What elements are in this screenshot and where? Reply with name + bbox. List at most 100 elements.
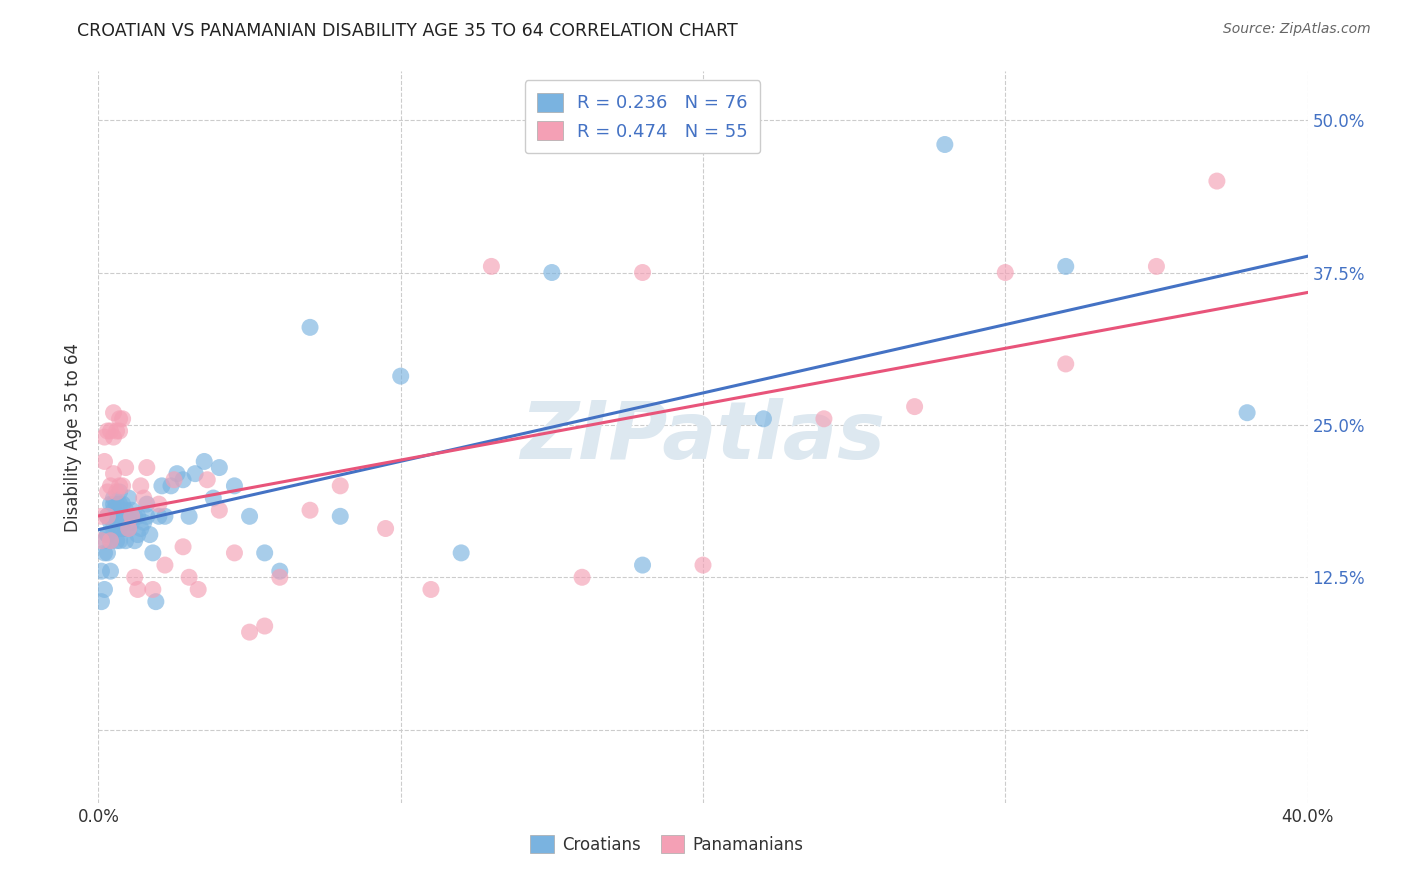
- Point: [114, 533, 136, 548]
- Point: [450, 546, 472, 560]
- Point: [224, 479, 246, 493]
- Point: [135, 497, 157, 511]
- Point: [121, 509, 143, 524]
- Point: [299, 503, 322, 517]
- Point: [571, 570, 593, 584]
- Point: [100, 424, 122, 438]
- Point: [172, 540, 194, 554]
- Point: [934, 137, 956, 152]
- Point: [150, 479, 173, 493]
- Point: [389, 369, 412, 384]
- Point: [90, 533, 112, 548]
- Point: [129, 479, 152, 493]
- Point: [179, 570, 201, 584]
- Point: [118, 521, 141, 535]
- Point: [103, 430, 125, 444]
- Point: [631, 266, 654, 280]
- Point: [124, 533, 146, 548]
- Point: [994, 266, 1017, 280]
- Point: [108, 533, 131, 548]
- Point: [90, 564, 112, 578]
- Text: Source: ZipAtlas.com: Source: ZipAtlas.com: [1223, 22, 1371, 37]
- Point: [208, 460, 231, 475]
- Point: [239, 625, 262, 640]
- Point: [96, 424, 118, 438]
- Point: [142, 582, 165, 597]
- Point: [1054, 260, 1077, 274]
- Point: [93, 582, 115, 597]
- Point: [93, 454, 115, 468]
- Point: [111, 479, 134, 493]
- Point: [118, 521, 141, 535]
- Text: CROATIAN VS PANAMANIAN DISABILITY AGE 35 TO 64 CORRELATION CHART: CROATIAN VS PANAMANIAN DISABILITY AGE 35…: [77, 22, 738, 40]
- Point: [1054, 357, 1077, 371]
- Point: [163, 473, 186, 487]
- Point: [96, 509, 118, 524]
- Point: [193, 454, 215, 468]
- Point: [148, 497, 170, 511]
- Point: [692, 558, 714, 573]
- Point: [135, 460, 157, 475]
- Point: [124, 570, 146, 584]
- Point: [145, 594, 167, 608]
- Point: [299, 320, 322, 334]
- Point: [100, 516, 122, 530]
- Point: [195, 473, 218, 487]
- Point: [105, 509, 128, 524]
- Point: [253, 619, 276, 633]
- Point: [103, 467, 125, 481]
- Point: [114, 460, 136, 475]
- Point: [103, 406, 125, 420]
- Point: [121, 516, 143, 530]
- Point: [93, 430, 115, 444]
- Point: [1144, 260, 1167, 274]
- Point: [121, 503, 143, 517]
- Point: [100, 564, 122, 578]
- Point: [148, 509, 170, 524]
- Legend: Croatians, Panamanians: Croatians, Panamanians: [523, 829, 810, 860]
- Point: [96, 527, 118, 541]
- Point: [139, 527, 162, 541]
- Point: [103, 491, 125, 505]
- Point: [105, 497, 128, 511]
- Point: [540, 266, 562, 280]
- Point: [179, 509, 201, 524]
- Point: [100, 533, 122, 548]
- Point: [813, 412, 835, 426]
- Point: [100, 533, 122, 548]
- Point: [100, 509, 122, 524]
- Point: [153, 509, 176, 524]
- Point: [118, 491, 141, 505]
- Point: [253, 546, 276, 560]
- Point: [96, 527, 118, 541]
- Point: [114, 521, 136, 535]
- Point: [166, 467, 188, 481]
- Point: [108, 521, 131, 535]
- Point: [96, 546, 118, 560]
- Point: [103, 509, 125, 524]
- Point: [127, 509, 149, 524]
- Point: [103, 497, 125, 511]
- Point: [187, 582, 209, 597]
- Point: [105, 424, 128, 438]
- Text: ZIPatlas: ZIPatlas: [520, 398, 886, 476]
- Point: [118, 509, 141, 524]
- Point: [631, 558, 654, 573]
- Point: [135, 509, 157, 524]
- Point: [108, 497, 131, 511]
- Point: [96, 509, 118, 524]
- Point: [111, 412, 134, 426]
- Point: [90, 594, 112, 608]
- Point: [904, 400, 927, 414]
- Point: [124, 509, 146, 524]
- Point: [329, 479, 352, 493]
- Point: [329, 509, 352, 524]
- Point: [132, 491, 155, 505]
- Point: [153, 558, 176, 573]
- Point: [108, 479, 131, 493]
- Point: [103, 521, 125, 535]
- Point: [105, 521, 128, 535]
- Point: [108, 424, 131, 438]
- Point: [100, 479, 122, 493]
- Point: [114, 503, 136, 517]
